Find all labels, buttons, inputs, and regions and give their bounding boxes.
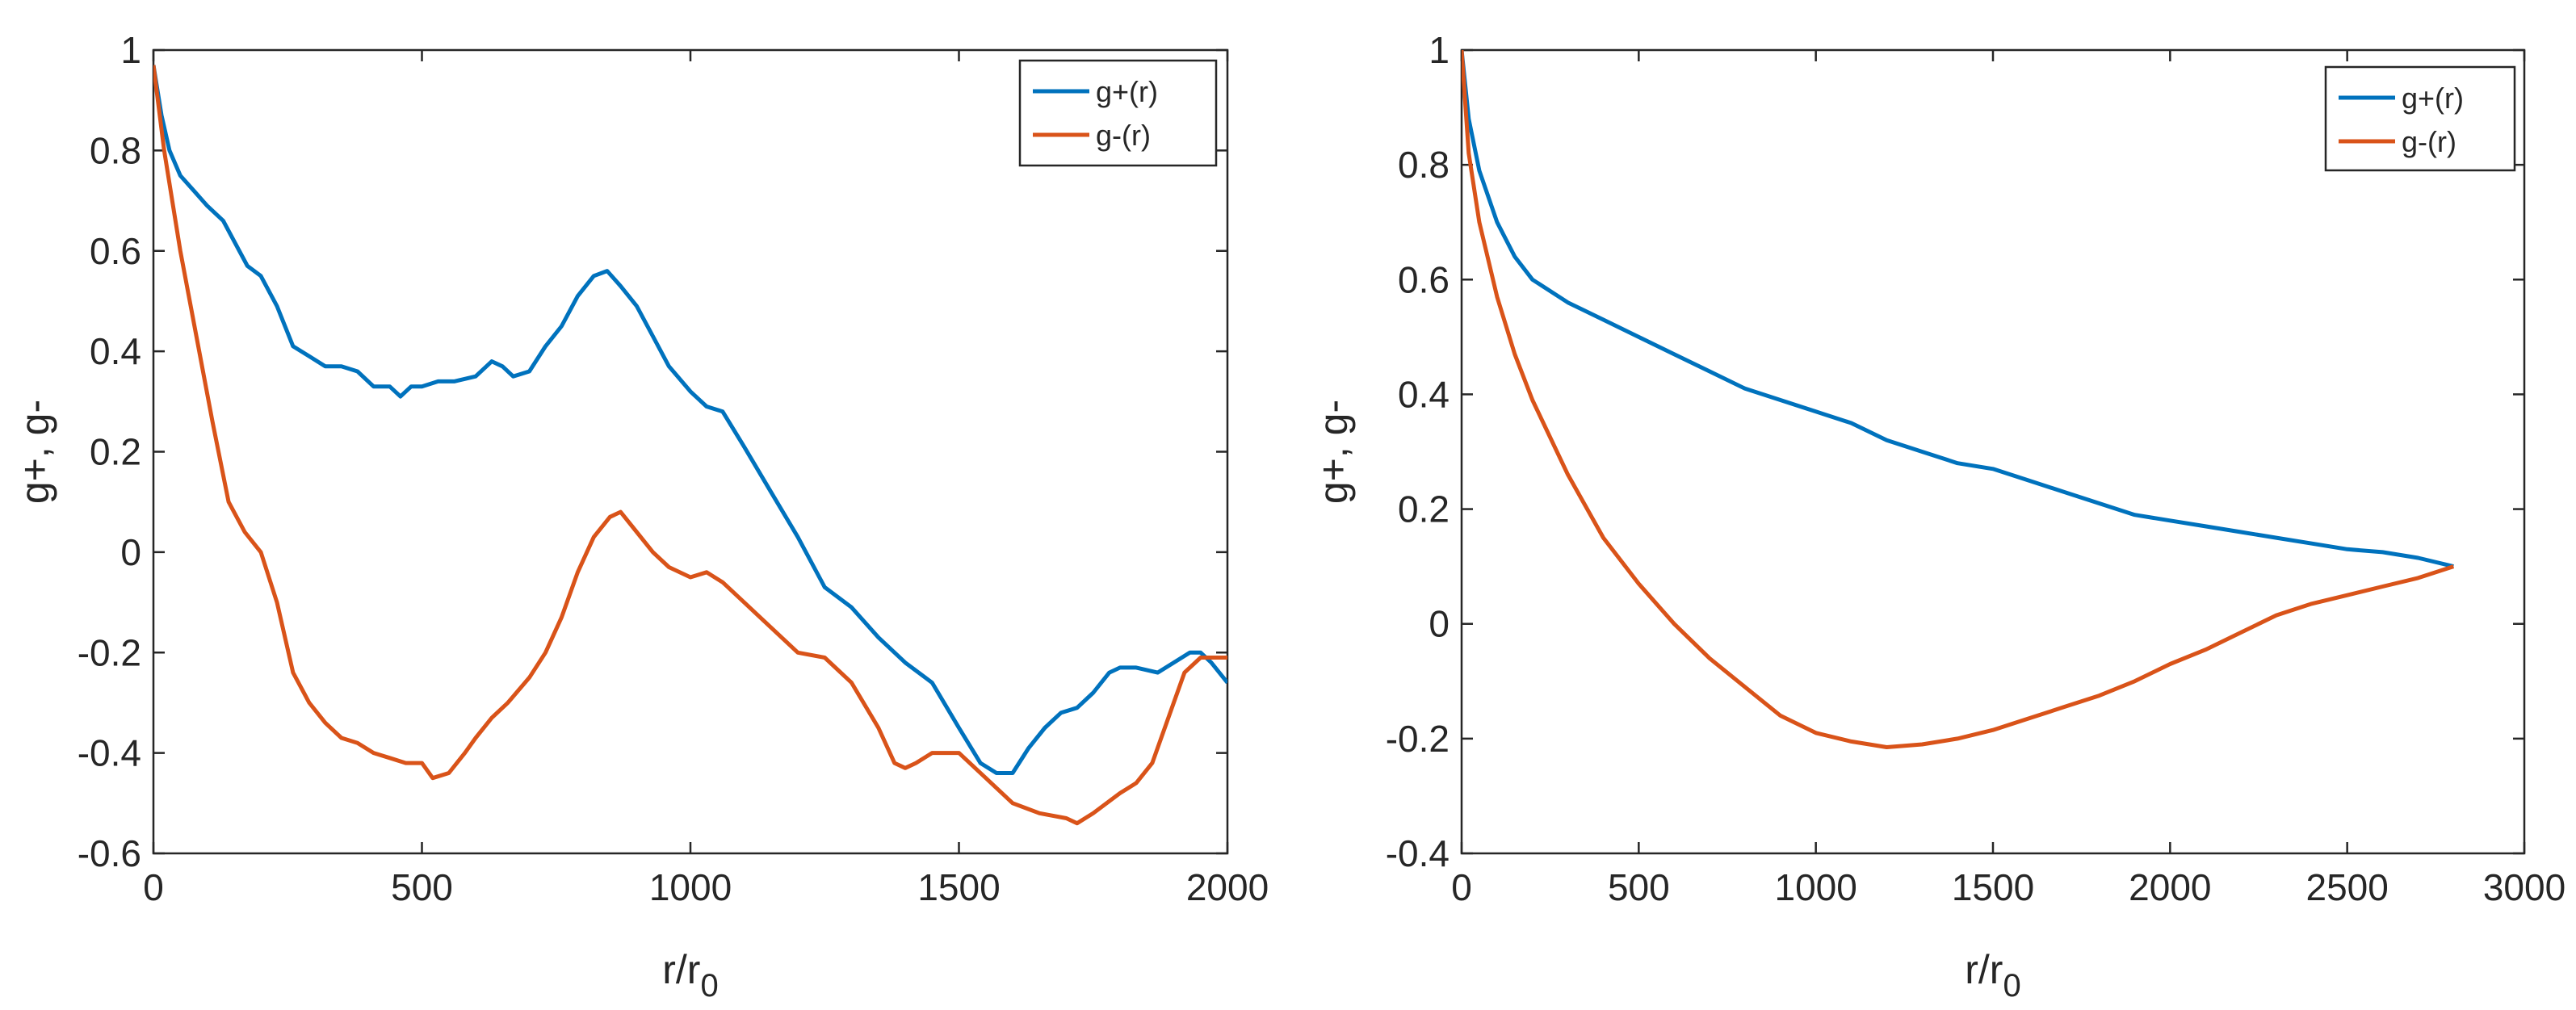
series-line-g-minus [153,65,1227,826]
x-tick-label: 1500 [917,866,1000,908]
x-axis-label-subscript: 0 [2003,968,2020,1004]
y-tick-label: 0.2 [90,431,141,473]
x-tick-label: 500 [391,866,453,908]
legend-entry: g+(r) [1096,75,1158,108]
x-tick-label: 500 [1608,866,1670,908]
y-axis-label: g+, g- [12,400,57,504]
y-tick-label: 1 [1429,29,1450,71]
chart-panel-1: 0 500 1000 1500 2000 -0.6 -0.4 -0.2 0 0.2 0.4 0.6 0.… [12,29,1269,1004]
y-tick-label: 0 [1429,603,1450,645]
y-tick-label: -0.2 [78,631,141,673]
y-axis-label: g+, g- [1311,400,1356,504]
legend-entry: g+(r) [2402,82,2464,115]
legend-entry: g-(r) [2402,125,2456,158]
x-tick-label: 0 [1451,866,1472,908]
plot-area [152,48,1229,855]
x-tick-label: 1000 [649,866,732,908]
y-tick-label: -0.6 [78,832,141,874]
y-tick-label: 0.6 [1398,258,1450,300]
y-tick-label: 0.8 [90,129,141,171]
x-tick-label: 2500 [2305,866,2388,908]
x-tick-label: 1500 [1952,866,2034,908]
plot-area [1460,48,2526,855]
legend-box [2324,65,2516,172]
x-tick-label: 1000 [1774,866,1856,908]
x-axis-label: r/r0 [662,947,718,1004]
y-tick-label: 0.4 [90,330,141,372]
y-tick-label: 0.8 [1398,144,1450,186]
y-tick-label: 0 [120,531,141,573]
series-line-g-plus [1462,50,2454,569]
x-tick-label: 3000 [2483,866,2566,908]
y-tick-label: 0.6 [90,230,141,272]
legend-box [1018,59,1218,167]
y-tick-label: 0.4 [1398,373,1450,415]
y-tick-label: -0.4 [1386,832,1450,874]
y-tick-label: -0.4 [78,732,141,774]
x-tick-label: 2000 [2129,866,2211,908]
x-axis-label-main: r/r [1965,947,2003,992]
legend: g+(r) g-(r) [2324,65,2516,172]
y-tick-label: 0.2 [1398,488,1450,530]
x-tick-label: 2000 [1186,866,1269,908]
legend: g+(r) g-(r) [1018,59,1218,167]
x-tick-label: 0 [143,866,164,908]
x-axis-label: r/r0 [1965,947,2020,1004]
legend-entry: g-(r) [1096,119,1151,152]
series-line-g-minus [1462,50,2455,749]
y-tick-label: -0.2 [1386,718,1450,760]
chart-panel-2: 0 500 1000 1500 2000 2500 3000 -0.4 -0.2 0 0.2 0.4 0… [1311,29,2566,1004]
x-axis-label-subscript: 0 [700,968,718,1004]
y-tick-label: 1 [120,29,141,71]
series-line-g-plus [153,65,1227,775]
x-axis-label-main: r/r [662,947,700,992]
